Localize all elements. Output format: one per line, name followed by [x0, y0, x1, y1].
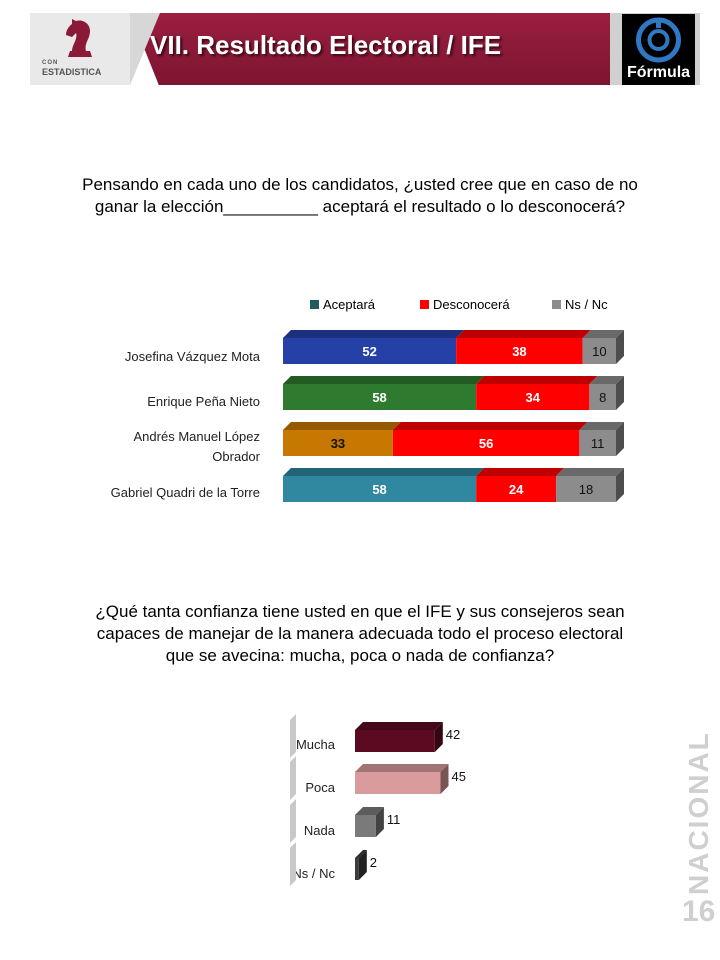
- bar-3d-edge: [283, 422, 291, 456]
- bar-poca: [355, 772, 441, 794]
- bar-data-label: 10: [592, 344, 606, 359]
- bar-top-face: [283, 422, 401, 430]
- bar-top-face: [582, 330, 624, 338]
- bar-segment-aceptar--2: [283, 430, 393, 456]
- bar-data-label: 56: [479, 436, 493, 451]
- bar-segment-ns-nc-1: [589, 384, 616, 410]
- bar-data-label: 52: [362, 344, 376, 359]
- bar-segment-desconocer--0: [456, 338, 583, 364]
- bar-segment-ns-nc-3: [556, 476, 616, 502]
- bar-segment-aceptar--3: [283, 476, 477, 502]
- axis-wall-segment: [290, 799, 296, 843]
- bar-top-face: [283, 330, 465, 338]
- legend-item-desconocera: Desconocerá: [420, 297, 510, 312]
- bar-segment-aceptar--1: [283, 384, 477, 410]
- section-label-text: NACIONAL: [683, 731, 714, 895]
- chart-1-category-label: Andrés Manuel López Obrador: [133, 429, 260, 464]
- bar-3d-side: [375, 807, 384, 837]
- bar-data-label: 45: [452, 769, 466, 784]
- header-band: [130, 13, 610, 85]
- bar-3d-side: [616, 376, 624, 410]
- bar-data-label: 38: [512, 344, 526, 359]
- bar-segment-desconocer--3: [476, 476, 557, 502]
- bar-mucha: [355, 730, 435, 752]
- legend-label-aceptara: Aceptará: [323, 297, 376, 312]
- axis-wall-segment: [290, 756, 296, 800]
- chart-1-category-label: Josefina Vázquez Mota: [124, 349, 260, 364]
- legend-item-nsnc: Ns / Nc: [552, 297, 608, 312]
- bar-top-face: [283, 376, 485, 384]
- bar-top-face: [556, 468, 624, 476]
- chart-2-category-label: Poca: [305, 780, 335, 795]
- question-2-line-2: capaces de manejar de la manera adecuada…: [96, 624, 624, 643]
- legend-label-desconocera: Desconocerá: [433, 297, 510, 312]
- consulta-logo-text: CON ESTADISTICA: [42, 60, 102, 77]
- bar-3d-side: [440, 764, 449, 794]
- bar-3d-side: [616, 468, 624, 502]
- question-1: Pensando en cada uno de los candidatos, …: [40, 174, 680, 218]
- bar-data-label: 58: [372, 482, 386, 497]
- bar-data-label: 33: [331, 436, 345, 451]
- bar-data-label: 34: [526, 390, 541, 405]
- bar-data-label: 42: [446, 727, 460, 742]
- bar-top-face: [355, 850, 367, 858]
- bar-3d-side: [616, 422, 624, 456]
- formula-logo: Fórmula: [622, 14, 695, 85]
- bar-data-label: 18: [579, 482, 593, 497]
- bar-top-face: [392, 422, 588, 430]
- bar-3d-edge: [283, 468, 291, 502]
- question-2-line-1: ¿Qué tanta confianza tiene usted en que …: [95, 602, 625, 621]
- chart-1-category-label: Enrique Peña Nieto: [147, 394, 260, 409]
- bar-3d-side: [616, 330, 624, 364]
- question-2: ¿Qué tanta confianza tiene usted en que …: [40, 601, 680, 667]
- bar-nada: [355, 815, 376, 837]
- chart-1-category-label: Gabriel Quadri de la Torre: [110, 485, 260, 500]
- question-1-line-1: Pensando en cada uno de los candidatos, …: [82, 175, 638, 194]
- formula-logo-text: Fórmula: [626, 64, 691, 81]
- bar-segment-ns-nc-2: [579, 430, 616, 456]
- bar-data-label: 11: [387, 812, 401, 827]
- bar-segment-aceptar--0: [283, 338, 457, 364]
- bar-top-face: [476, 376, 598, 384]
- bar-data-label: 8: [599, 390, 606, 405]
- bar-segment-desconocer--2: [392, 430, 580, 456]
- bar-3d-edge: [283, 330, 291, 364]
- question-2-line-3: que se avecina: mucha, poca o nada de co…: [165, 646, 555, 665]
- bar-top-face: [355, 764, 449, 772]
- bar-data-label: 11: [591, 436, 605, 451]
- bar-segment-ns-nc-0: [582, 338, 616, 364]
- bar-top-face: [579, 422, 624, 430]
- bar-top-face: [589, 376, 624, 384]
- legend-swatch-nsnc: [552, 300, 561, 309]
- bar-top-face: [355, 722, 443, 730]
- question-1-line-2: ganar la elección__________ aceptará el …: [94, 197, 626, 216]
- bar-data-label: 58: [372, 390, 386, 405]
- bar-top-face: [355, 807, 384, 815]
- bar-ns-nc: [355, 858, 359, 880]
- legend-item-aceptara: Aceptará: [310, 297, 375, 312]
- chart-2-category-label: Nada: [303, 823, 335, 838]
- consulta-logo-panel: CON ESTADISTICA: [30, 13, 130, 85]
- legend-label-nsnc: Ns / Nc: [565, 297, 608, 312]
- page-title: VII. Resultado Electoral / IFE: [150, 30, 502, 60]
- section-label-vertical: NACIONAL: [683, 731, 714, 895]
- bar-3d-edge: [283, 376, 291, 410]
- knight-icon: [66, 19, 92, 57]
- legend-swatch-aceptara: [310, 300, 319, 309]
- bar-3d-side: [358, 850, 367, 880]
- chart-2-category-label: Mucha: [295, 737, 335, 752]
- bar-top-face: [476, 468, 565, 476]
- bar-top-face: [283, 468, 485, 476]
- chart-2-category-label: Ns / Nc: [292, 866, 335, 881]
- bar-3d-side: [434, 722, 443, 752]
- page-number: 16: [682, 895, 716, 928]
- bar-data-label: 24: [509, 482, 524, 497]
- bar-data-label: 2: [370, 855, 377, 870]
- bar-top-face: [456, 330, 591, 338]
- formula-emblem-icon: [636, 17, 681, 63]
- legend-swatch-desconocera: [420, 300, 429, 309]
- bar-segment-desconocer--1: [476, 384, 590, 410]
